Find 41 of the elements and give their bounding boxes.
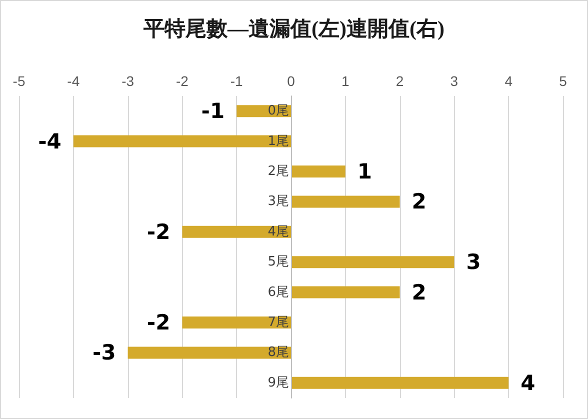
x-tick-label: 3 [450, 73, 458, 89]
y-tick-label: 5尾 [268, 254, 289, 270]
data-label: -3 [92, 340, 116, 365]
data-label: -1 [201, 99, 225, 124]
data-label: 1 [357, 160, 372, 184]
data-label: 2 [412, 280, 426, 304]
bar [291, 286, 400, 298]
y-tick-label: 3尾 [268, 194, 289, 210]
x-tick-label: 1 [342, 73, 350, 89]
x-tick-label: -3 [122, 73, 134, 89]
x-tick-label: 4 [504, 73, 513, 89]
bar [128, 346, 291, 359]
y-tick-label: 1尾 [268, 134, 289, 149]
bar [73, 135, 291, 148]
y-tick-label: 0尾 [268, 104, 289, 119]
bar [182, 226, 291, 238]
bar [291, 376, 509, 389]
data-label: 4 [520, 370, 536, 395]
data-label: -2 [146, 310, 170, 334]
y-tick-label: 4尾 [268, 224, 289, 240]
chart-title: 平特尾數—遺漏值(左)連開值(右) [142, 16, 444, 40]
x-tick-label: -4 [67, 73, 80, 89]
x-tick-label: -5 [12, 73, 26, 89]
data-label: -4 [38, 129, 62, 154]
data-label: -2 [146, 220, 170, 244]
y-tick-label: 9尾 [268, 375, 289, 390]
y-tick-label: 2尾 [268, 164, 289, 179]
x-tick-label: 2 [396, 73, 404, 89]
bar [291, 196, 400, 208]
y-tick-label: 6尾 [268, 284, 289, 300]
bar [291, 166, 346, 178]
y-tick-label: 8尾 [268, 345, 289, 360]
bar [291, 256, 454, 268]
x-tick-label: -1 [230, 73, 244, 89]
data-label: 3 [466, 250, 481, 274]
x-tick-label: -2 [176, 73, 189, 89]
x-tick-label: 5 [559, 73, 568, 89]
bar [182, 316, 291, 328]
y-tick-label: 7尾 [268, 315, 289, 330]
data-label: 2 [412, 190, 426, 214]
x-tick-label: 0 [287, 73, 296, 89]
